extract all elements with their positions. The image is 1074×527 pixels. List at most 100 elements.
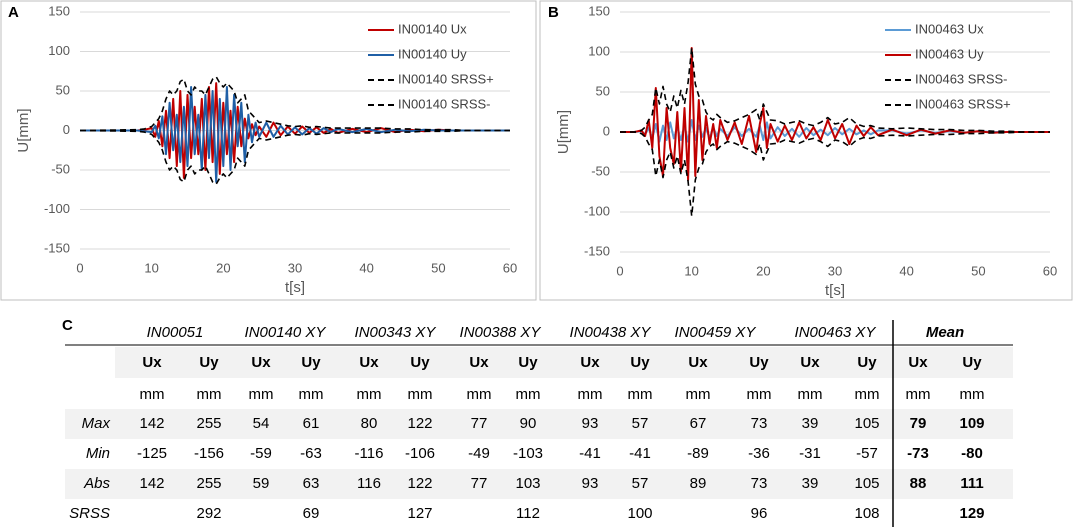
x-tick-label: 20: [756, 263, 770, 278]
cell: 67: [690, 415, 707, 432]
cell: -31: [799, 445, 821, 462]
cell: -41: [629, 445, 651, 462]
y-tick-label: -150: [584, 243, 610, 258]
unit: mm: [855, 386, 880, 403]
row-label: Max: [82, 415, 111, 432]
legend-label: IN00140 SRSS+: [398, 71, 494, 86]
cell: 103: [515, 475, 540, 492]
legend-label: IN00140 Uy: [398, 46, 467, 61]
cell: 111: [960, 475, 983, 492]
cell: 88: [910, 475, 927, 492]
cell: -59: [250, 445, 272, 462]
unit: mm: [628, 386, 653, 403]
series-line: [79, 129, 510, 185]
unit: mm: [299, 386, 324, 403]
y-tick-label: -50: [51, 161, 70, 176]
x-tick-label: 60: [1043, 263, 1057, 278]
cell: -80: [961, 445, 983, 462]
cell: 77: [471, 415, 488, 432]
sub-header: Ux: [251, 354, 271, 371]
group-header: IN00343 XY: [355, 324, 437, 341]
y-axis-title: U[mm]: [555, 110, 572, 154]
unit: mm: [686, 386, 711, 403]
cell: 73: [751, 415, 768, 432]
unit: mm: [747, 386, 772, 403]
cell: 122: [407, 415, 432, 432]
y-tick-label: 50: [596, 83, 610, 98]
cell: -89: [687, 445, 709, 462]
cell: -49: [468, 445, 490, 462]
x-tick-label: 30: [828, 263, 842, 278]
series-line: [80, 82, 510, 179]
cell: 63: [303, 475, 320, 492]
row-band: [893, 347, 1013, 378]
group-header: IN00463 XY: [795, 324, 877, 341]
y-tick-label: 0: [63, 122, 70, 137]
unit: mm: [140, 386, 165, 403]
unit: mm: [197, 386, 222, 403]
cell: 112: [516, 505, 540, 522]
group-header: IN00388 XY: [460, 324, 542, 341]
cell: 116: [357, 475, 381, 492]
cell: -125: [137, 445, 167, 462]
cell: 142: [139, 415, 164, 432]
cell: 122: [407, 475, 432, 492]
legend-label: IN00463 Ux: [915, 21, 984, 36]
y-tick-label: -150: [44, 240, 70, 255]
series-line: [79, 76, 510, 132]
sub-header: Uy: [962, 354, 982, 371]
cell: -63: [300, 445, 322, 462]
cell: -116: [355, 445, 384, 462]
cell: 77: [471, 475, 488, 492]
sub-header: Uy: [518, 354, 538, 371]
cell: 255: [196, 475, 221, 492]
x-tick-label: 50: [431, 260, 445, 275]
x-axis-title: t[s]: [825, 282, 845, 299]
cell: -106: [405, 445, 435, 462]
x-tick-label: 0: [616, 263, 623, 278]
group-header: IN00459 XY: [675, 324, 757, 341]
sub-header: Uy: [410, 354, 430, 371]
unit: mm: [249, 386, 274, 403]
group-header: IN00051: [147, 324, 204, 341]
y-tick-label: 50: [56, 82, 70, 97]
y-tick-label: -100: [44, 201, 70, 216]
y-tick-label: 100: [588, 43, 610, 58]
y-axis-title: U[mm]: [15, 108, 32, 152]
legend-label: IN00140 SRSS-: [398, 96, 491, 111]
sub-header: Ux: [469, 354, 489, 371]
row-band: [65, 469, 1013, 499]
series-line: [620, 47, 1050, 181]
cell: 59: [253, 475, 270, 492]
group-header: Mean: [926, 324, 964, 341]
panel-label: A: [8, 4, 19, 21]
row-label: Min: [86, 445, 110, 462]
cell: 57: [632, 415, 649, 432]
sub-header: Uy: [301, 354, 321, 371]
cell: -156: [194, 445, 224, 462]
cell: 109: [959, 415, 984, 432]
x-tick-label: 10: [684, 263, 698, 278]
panel-frame: [539, 0, 1073, 301]
cell: 80: [361, 415, 378, 432]
cell: 93: [582, 475, 599, 492]
cell: 105: [854, 475, 879, 492]
group-header: IN00438 XY: [570, 324, 652, 341]
cell: -73: [907, 445, 929, 462]
unit: mm: [960, 386, 985, 403]
cell: 108: [854, 505, 879, 522]
cell: 54: [253, 415, 270, 432]
sub-header: Ux: [359, 354, 379, 371]
y-tick-label: -100: [584, 203, 610, 218]
panel-frame: [0, 0, 537, 301]
row-label: Abs: [83, 475, 110, 492]
cell: 96: [751, 505, 768, 522]
cell: 100: [627, 505, 652, 522]
cell: 142: [139, 475, 164, 492]
series-line: [80, 86, 510, 183]
sub-header: Ux: [908, 354, 928, 371]
legend-label: IN00140 Ux: [398, 21, 467, 36]
cell: 129: [959, 505, 984, 522]
sub-header: Ux: [142, 354, 162, 371]
group-header: IN00140 XY: [245, 324, 327, 341]
